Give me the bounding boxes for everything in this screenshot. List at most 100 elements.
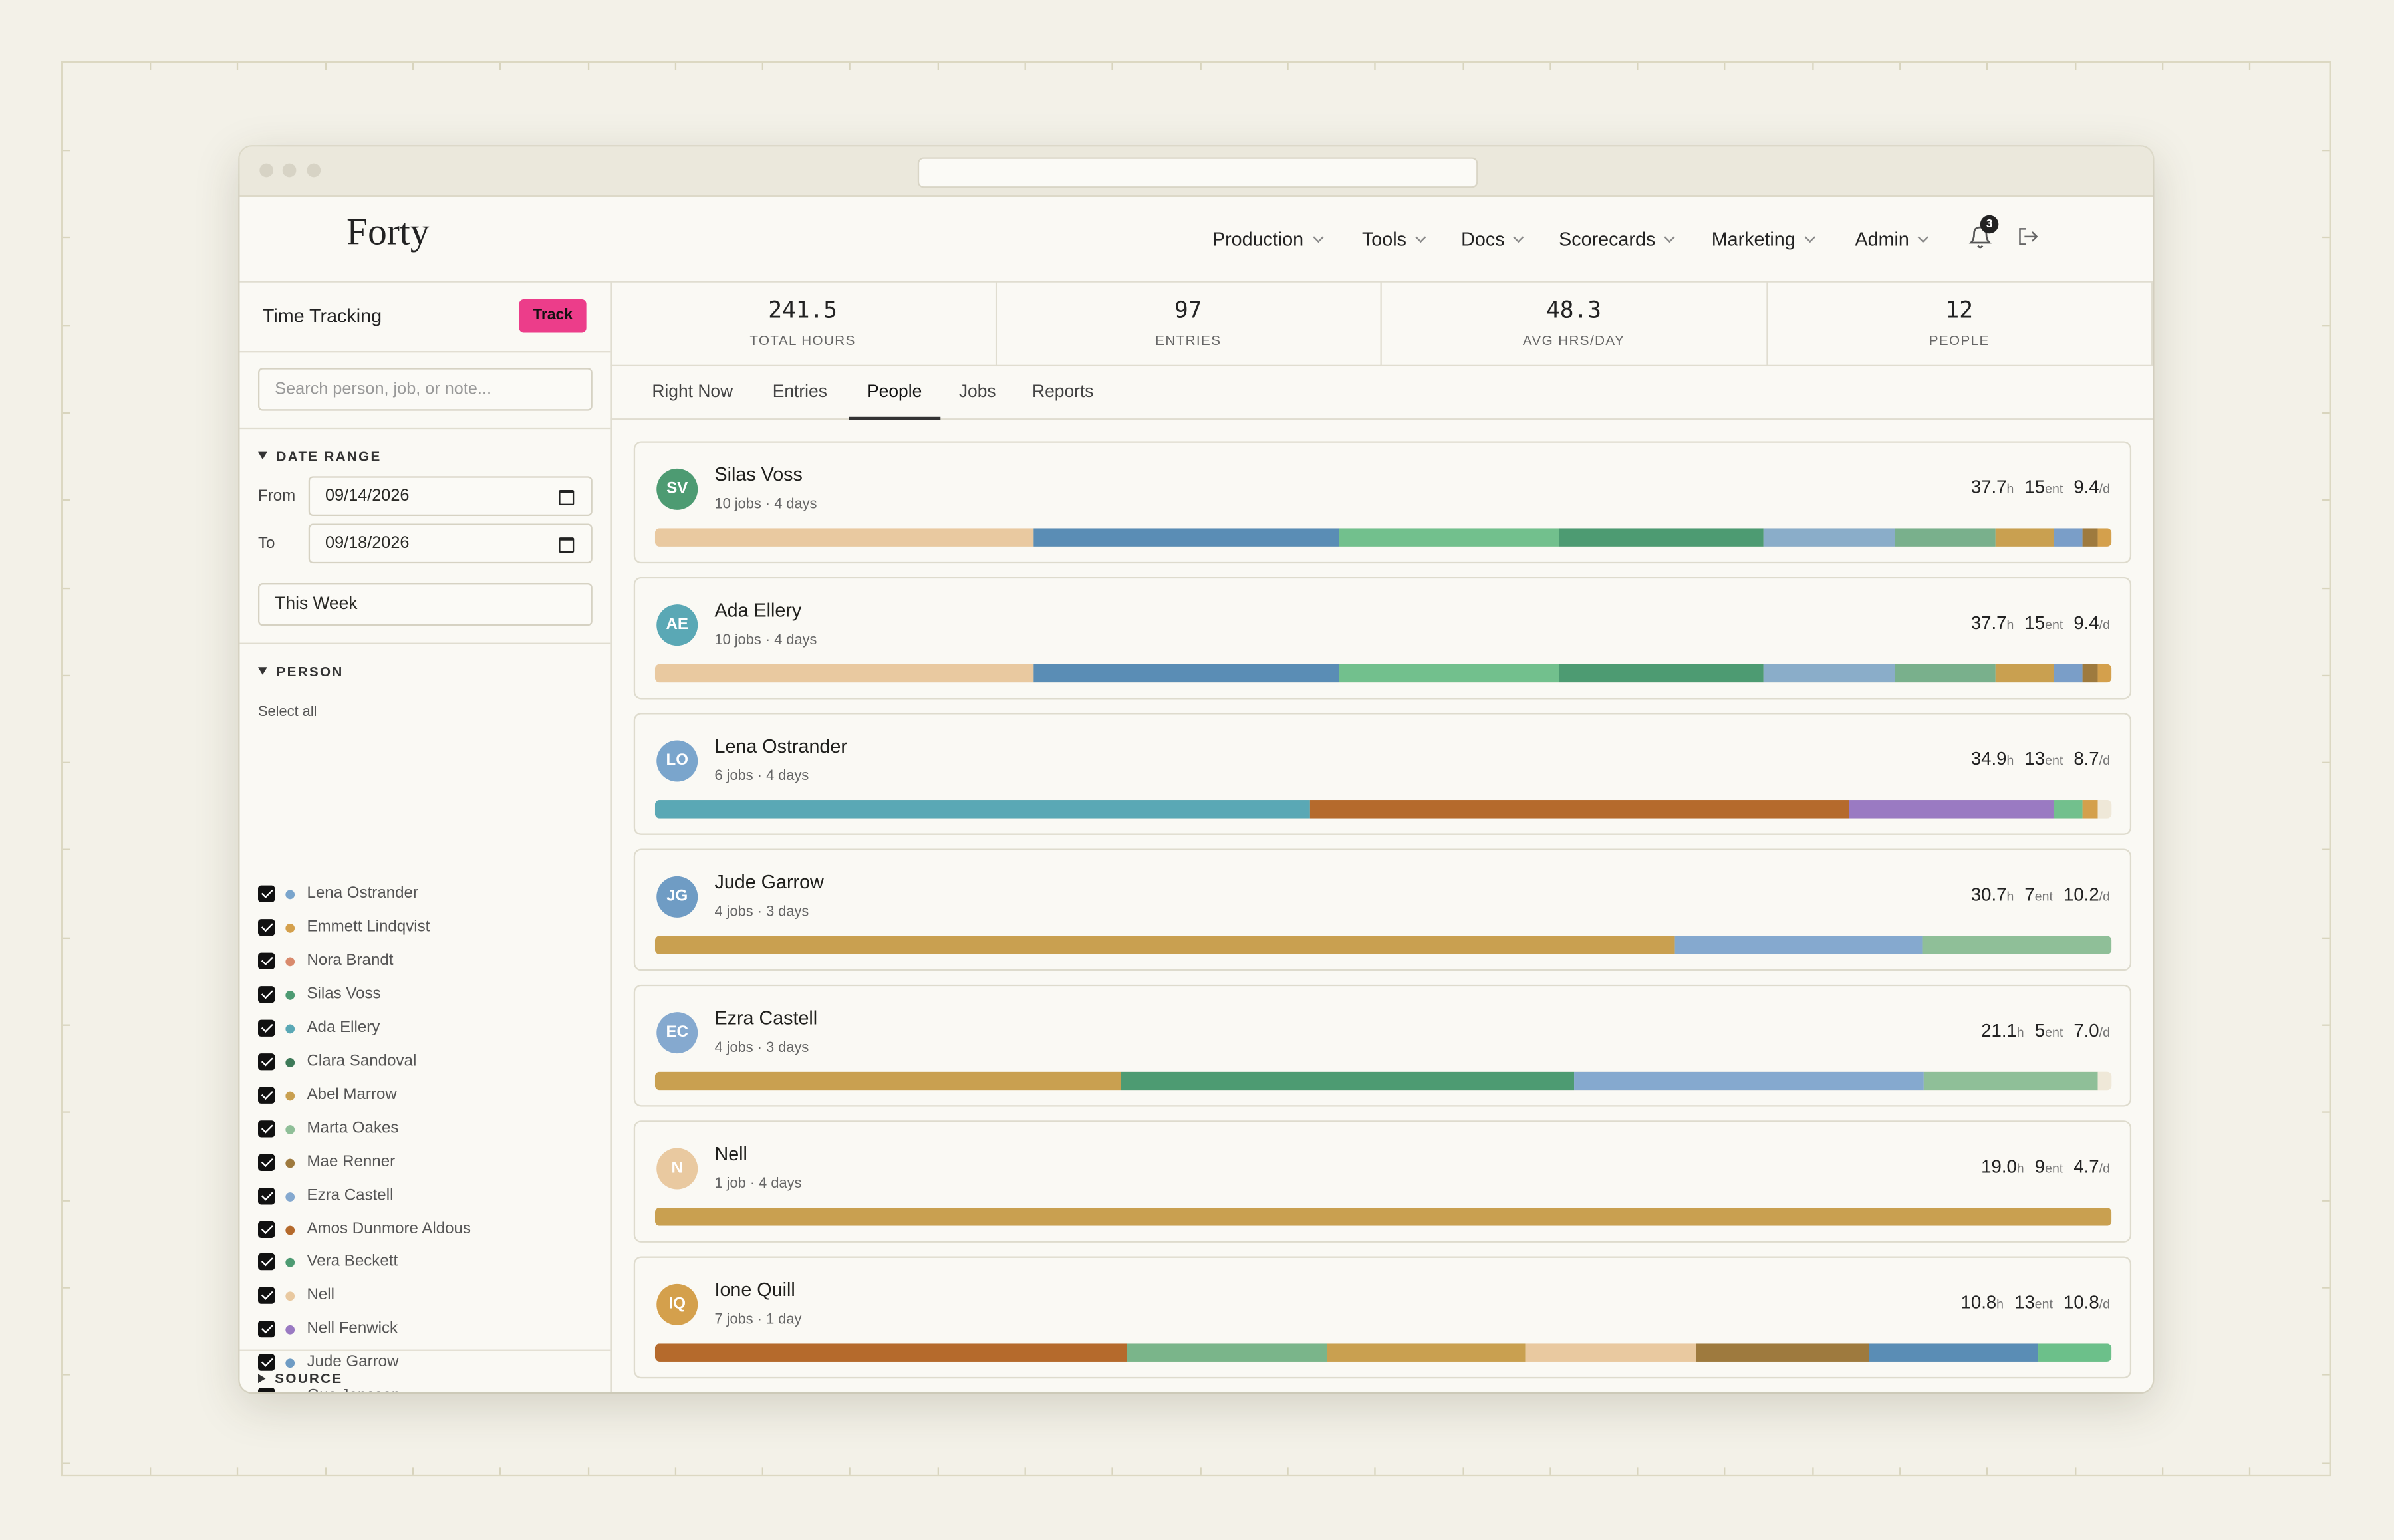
avatar: EC	[656, 1012, 698, 1054]
preset-select[interactable]: This Week	[258, 583, 593, 626]
person-dot	[285, 890, 295, 900]
chevron	[1664, 231, 1676, 243]
window-dot	[307, 163, 321, 178]
checkbox[interactable]	[258, 1287, 275, 1305]
person-dot	[285, 1325, 295, 1335]
person-name[interactable]: Jude Garrow	[307, 1352, 399, 1372]
frame-tick	[2322, 1199, 2330, 1201]
frame-tick	[1986, 63, 1988, 70]
person-name[interactable]: Silas Voss	[307, 984, 381, 1003]
bar-segment	[1995, 528, 2054, 547]
bar-segment	[654, 1343, 1127, 1362]
checkbox[interactable]	[258, 985, 275, 1003]
stat-number: 9.4	[2073, 476, 2099, 498]
frame-tick	[63, 1374, 70, 1376]
person-card[interactable]: LO Lena Ostrander 6 jobs · 4 days 34.9h 13en…	[633, 713, 2132, 835]
person-stats: 37.7h 15ent 9.4/d	[1971, 476, 2110, 497]
bar-segment	[1674, 936, 1922, 954]
person-name[interactable]: Ada Ellery	[307, 1017, 380, 1037]
nav-item[interactable]: Marketing	[1712, 229, 1815, 251]
person-name[interactable]: Lena Ostrander	[307, 884, 419, 902]
frame-tick	[63, 1199, 70, 1201]
checkbox[interactable]	[258, 1253, 275, 1271]
nav-label: Scorecards	[1559, 229, 1656, 251]
person-card[interactable]: N Nell 1 job · 4 days 19.0h 9ent 4.7/d	[633, 1120, 2132, 1243]
frame-tick	[587, 63, 589, 70]
person-name[interactable]: Ezra Castell	[307, 1185, 394, 1204]
nav-item[interactable]: Production	[1212, 229, 1324, 251]
frame-tick	[2322, 674, 2330, 676]
checkbox[interactable]	[258, 1019, 275, 1037]
person-card[interactable]: AE Ada Ellery 10 jobs · 4 days 37.7h 15ent 9.…	[633, 577, 2132, 700]
brand[interactable]: Forty	[346, 212, 430, 254]
tab[interactable]: People	[867, 383, 922, 402]
person-name: Ada Ellery	[714, 600, 802, 622]
tab[interactable]: Right Now	[652, 383, 733, 402]
person-name[interactable]: Gus Janssen	[307, 1386, 400, 1392]
section-heading[interactable]: SOURCE	[258, 1371, 342, 1386]
stat-unit: /d	[2099, 1160, 2110, 1176]
person-name[interactable]: Nell Fenwick	[307, 1319, 398, 1338]
checkbox[interactable]	[258, 885, 275, 902]
checkbox[interactable]	[258, 952, 275, 969]
stat-value: 48.3	[1546, 296, 1601, 324]
tab[interactable]: Jobs	[958, 383, 996, 402]
track-button[interactable]: Track	[519, 299, 587, 333]
checkbox[interactable]	[258, 1153, 275, 1171]
person-name[interactable]: Vera Beckett	[307, 1252, 398, 1271]
person-name[interactable]: Nell	[307, 1286, 335, 1305]
frame-tick	[2322, 1374, 2330, 1376]
select-all[interactable]: Select all	[258, 704, 317, 721]
stat-number: 19.0	[1981, 1155, 2017, 1178]
nav-item[interactable]: Admin	[1855, 229, 1929, 251]
person-name[interactable]: Nora Brandt	[307, 951, 394, 969]
checkbox[interactable]	[258, 1388, 275, 1392]
person-card[interactable]: IQ Ione Quill 7 jobs · 1 day 10.8h 13ent 10.8…	[633, 1256, 2132, 1379]
person-name[interactable]: Amos Dunmore Aldous	[307, 1219, 471, 1237]
person-card[interactable]: SV Silas Voss 10 jobs · 4 days 37.7h 15ent 9.…	[633, 441, 2132, 564]
person-dot	[285, 1258, 295, 1268]
bar-segment	[1895, 528, 1996, 547]
frame-tick	[587, 1467, 589, 1475]
checkbox[interactable]	[258, 1120, 275, 1137]
date-input[interactable]: 09/14/2026	[308, 476, 593, 517]
person-stats: 19.0h 9ent 4.7/d	[1981, 1156, 2110, 1177]
person-name[interactable]: Emmett Lindqvist	[307, 917, 430, 936]
checkbox[interactable]	[258, 1187, 275, 1204]
checkbox[interactable]	[258, 1354, 275, 1372]
nav-item[interactable]: Tools	[1362, 229, 1426, 251]
checkbox[interactable]	[258, 1321, 275, 1338]
checkbox[interactable]	[258, 1053, 275, 1070]
person-name[interactable]: Clara Sandoval	[307, 1051, 417, 1070]
person-name[interactable]: Abel Marrow	[307, 1085, 397, 1104]
person-card[interactable]: JG Jude Garrow 4 jobs · 3 days 30.7h 7ent 10.…	[633, 848, 2132, 971]
bar-segment	[2053, 800, 2083, 819]
bar-segment	[2082, 664, 2098, 683]
checkbox[interactable]	[258, 1220, 275, 1237]
person-name[interactable]: Mae Renner	[307, 1152, 396, 1171]
chevron	[1415, 231, 1426, 243]
tab[interactable]: Entries	[772, 383, 827, 402]
search-input[interactable]: Search person, job, or note...	[258, 368, 593, 411]
hours-bar	[654, 1208, 2112, 1226]
logout-icon[interactable]	[2017, 226, 2042, 247]
bar-segment	[1895, 664, 1996, 683]
person-card[interactable]: EC Ezra Castell 4 jobs · 3 days 21.1h 5ent 7.…	[633, 984, 2132, 1107]
frame-tick	[1811, 1467, 1813, 1475]
frame-tick	[674, 1467, 676, 1475]
section-heading[interactable]: PERSON	[258, 664, 344, 680]
person-dot	[285, 957, 295, 967]
avatar: SV	[656, 468, 698, 510]
frame-tick	[2322, 761, 2330, 764]
nav-item[interactable]: Docs	[1461, 229, 1525, 251]
stat-number: 13	[2024, 747, 2046, 770]
checkbox[interactable]	[258, 1086, 275, 1104]
url-bar[interactable]	[917, 157, 1478, 188]
checkbox[interactable]	[258, 918, 275, 936]
date-input[interactable]: 09/18/2026	[308, 523, 593, 564]
person-name[interactable]: Marta Oakes	[307, 1118, 399, 1137]
tab[interactable]: Reports	[1032, 383, 1094, 402]
avatar: AE	[656, 604, 698, 646]
nav-item[interactable]: Scorecards	[1559, 229, 1676, 251]
section-heading[interactable]: DATE RANGE	[258, 449, 382, 464]
